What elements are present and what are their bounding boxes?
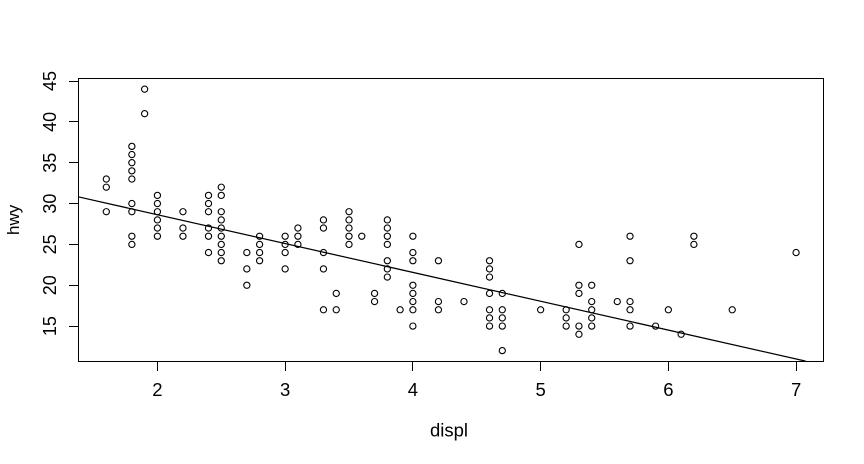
svg-text:6: 6: [663, 379, 673, 400]
svg-text:2: 2: [152, 379, 162, 400]
svg-text:5: 5: [535, 379, 545, 400]
svg-text:45: 45: [40, 71, 60, 91]
svg-text:hwy: hwy: [4, 204, 23, 235]
svg-text:25: 25: [40, 234, 60, 254]
svg-text:40: 40: [40, 112, 60, 132]
svg-text:15: 15: [40, 316, 60, 336]
svg-text:30: 30: [40, 194, 60, 214]
svg-text:3: 3: [280, 379, 290, 400]
svg-text:35: 35: [40, 153, 60, 173]
svg-text:displ: displ: [430, 420, 468, 441]
svg-text:20: 20: [40, 275, 60, 295]
svg-text:4: 4: [408, 379, 418, 400]
svg-text:7: 7: [791, 379, 801, 400]
